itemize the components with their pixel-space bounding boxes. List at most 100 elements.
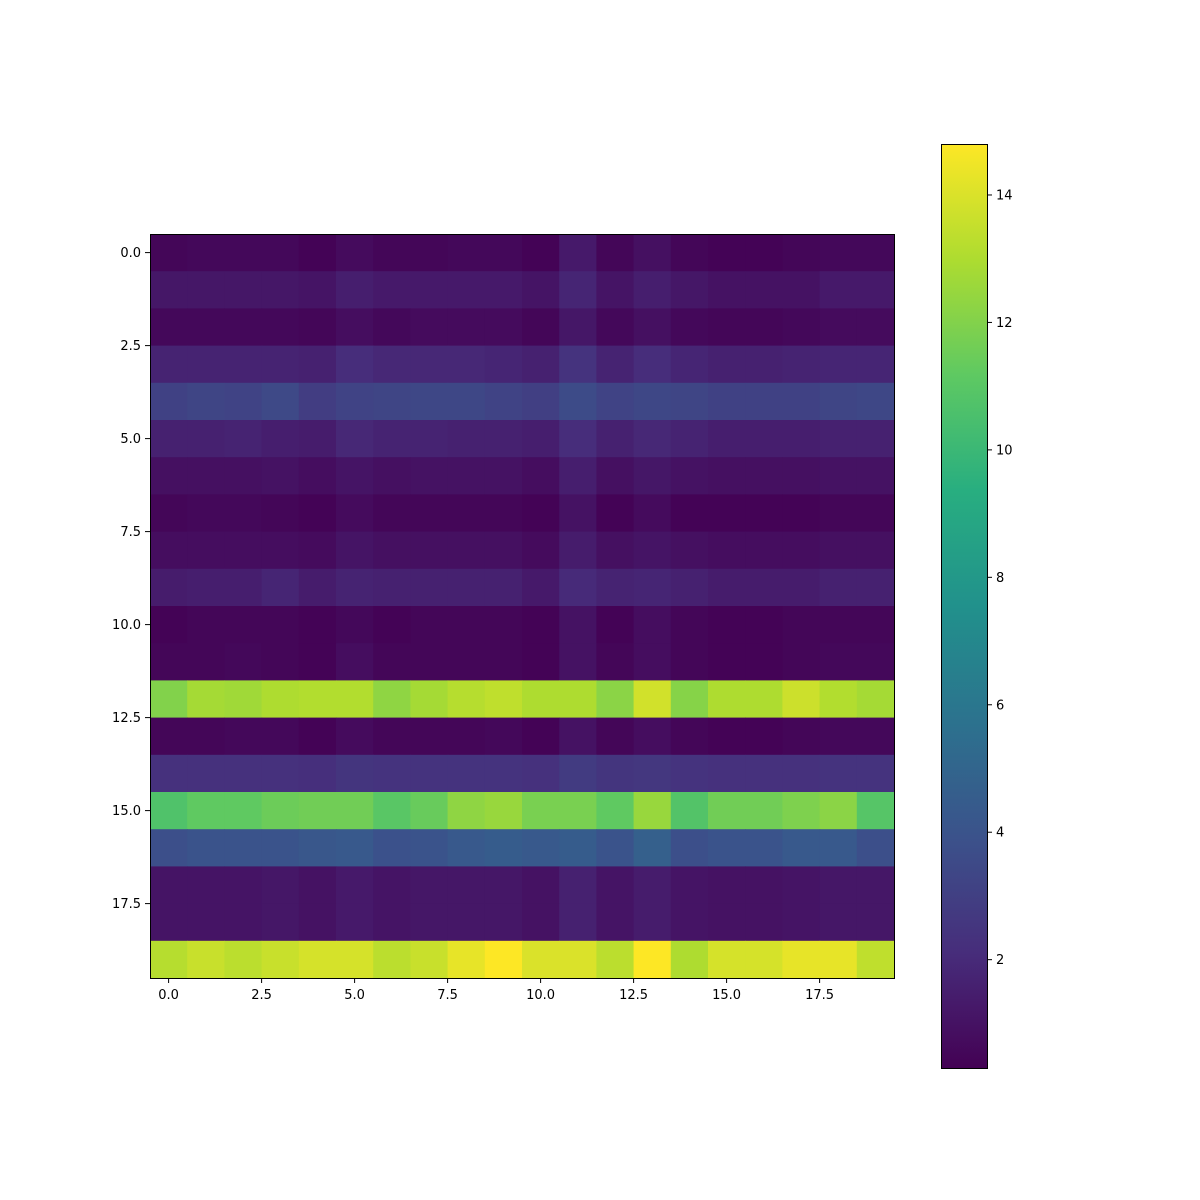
heatmap-cell bbox=[745, 345, 783, 384]
heatmap-cell bbox=[484, 531, 523, 570]
heatmap-cell bbox=[856, 680, 895, 719]
heatmap-cell bbox=[559, 754, 597, 793]
heatmap-cell bbox=[745, 234, 783, 272]
heatmap-cell bbox=[336, 643, 374, 681]
heatmap-cell bbox=[670, 940, 709, 979]
heatmap-cell bbox=[522, 754, 560, 793]
heatmap-cell bbox=[298, 643, 337, 681]
heatmap-cell bbox=[708, 866, 746, 905]
heatmap-cell bbox=[261, 606, 300, 644]
heatmap-cell bbox=[819, 457, 858, 495]
heatmap-cell bbox=[410, 866, 449, 905]
heatmap-cell bbox=[410, 457, 449, 495]
heatmap-cell bbox=[856, 345, 895, 384]
heatmap-cell bbox=[447, 866, 486, 905]
heatmap-cell bbox=[224, 606, 263, 644]
heatmap-cell bbox=[373, 420, 411, 458]
y-tick-label: 0.0 bbox=[120, 246, 141, 261]
heatmap-cell bbox=[559, 866, 597, 905]
heatmap-cells bbox=[150, 234, 895, 979]
heatmap-cell bbox=[745, 754, 783, 793]
heatmap-cell bbox=[298, 829, 337, 867]
heatmap-cell bbox=[187, 903, 225, 942]
heatmap-cell bbox=[150, 234, 188, 272]
heatmap-cell bbox=[745, 643, 783, 681]
heatmap-cell bbox=[522, 606, 560, 644]
heatmap-cell bbox=[373, 494, 411, 533]
heatmap-cell bbox=[224, 829, 263, 867]
heatmap-cell bbox=[745, 866, 783, 905]
heatmap-cell bbox=[224, 457, 263, 495]
heatmap-cell bbox=[670, 271, 709, 309]
heatmap-cell bbox=[373, 271, 411, 309]
heatmap-cell bbox=[410, 717, 449, 756]
colorbar-tick-label: 4 bbox=[996, 826, 1004, 841]
heatmap-cell bbox=[373, 606, 411, 644]
heatmap-cell bbox=[373, 940, 411, 979]
heatmap-cell bbox=[261, 903, 300, 942]
heatmap-cell bbox=[782, 457, 821, 495]
heatmap-cell bbox=[410, 308, 449, 347]
heatmap-cell bbox=[708, 606, 746, 644]
heatmap-cell bbox=[856, 829, 895, 867]
heatmap-cell bbox=[224, 568, 263, 607]
heatmap-cell bbox=[856, 457, 895, 495]
heatmap-cell bbox=[298, 345, 337, 384]
heatmap-cell bbox=[224, 234, 263, 272]
heatmap-cell bbox=[819, 866, 858, 905]
heatmap-cell bbox=[298, 606, 337, 644]
heatmap-cell bbox=[596, 606, 635, 644]
heatmap-cell bbox=[708, 792, 746, 830]
heatmap-cell bbox=[224, 792, 263, 830]
heatmap-cell bbox=[224, 866, 263, 905]
heatmap-cell bbox=[187, 643, 225, 681]
heatmap-cell bbox=[484, 903, 523, 942]
heatmap-cell bbox=[819, 680, 858, 719]
heatmap-cell bbox=[708, 234, 746, 272]
heatmap-cell bbox=[224, 420, 263, 458]
heatmap-cell bbox=[708, 754, 746, 793]
heatmap-cell bbox=[856, 643, 895, 681]
heatmap-cell bbox=[373, 345, 411, 384]
heatmap-cell bbox=[373, 792, 411, 830]
heatmap-cell bbox=[708, 382, 746, 421]
heatmap-cell bbox=[670, 531, 709, 570]
heatmap-cell bbox=[298, 531, 337, 570]
heatmap-cell bbox=[410, 903, 449, 942]
heatmap-cell bbox=[522, 792, 560, 830]
heatmap-cell bbox=[373, 568, 411, 607]
heatmap-cell bbox=[596, 420, 635, 458]
heatmap-cell bbox=[819, 754, 858, 793]
heatmap-cell bbox=[484, 271, 523, 309]
heatmap-cell bbox=[410, 643, 449, 681]
heatmap-cell bbox=[559, 940, 597, 979]
heatmap-cell bbox=[522, 382, 560, 421]
heatmap-cell bbox=[782, 382, 821, 421]
heatmap-cell bbox=[708, 643, 746, 681]
heatmap-cell bbox=[447, 531, 486, 570]
heatmap-cell bbox=[708, 903, 746, 942]
heatmap-cell bbox=[633, 643, 672, 681]
heatmap-cell bbox=[745, 568, 783, 607]
heatmap-cell bbox=[559, 643, 597, 681]
heatmap-cell bbox=[596, 531, 635, 570]
heatmap-cell bbox=[261, 457, 300, 495]
heatmap-cell bbox=[745, 606, 783, 644]
heatmap-cell bbox=[298, 568, 337, 607]
heatmap-cell bbox=[633, 494, 672, 533]
heatmap-cell bbox=[187, 457, 225, 495]
x-tick-label: 17.5 bbox=[805, 988, 834, 1003]
heatmap-cell bbox=[708, 829, 746, 867]
heatmap-cell bbox=[559, 606, 597, 644]
heatmap-cell bbox=[522, 234, 560, 272]
heatmap-cell bbox=[856, 606, 895, 644]
heatmap-cell bbox=[633, 680, 672, 719]
heatmap-cell bbox=[596, 680, 635, 719]
heatmap-cell bbox=[336, 420, 374, 458]
heatmap-cell bbox=[856, 308, 895, 347]
heatmap-cell bbox=[522, 940, 560, 979]
heatmap-cell bbox=[856, 382, 895, 421]
heatmap-cell bbox=[484, 829, 523, 867]
heatmap-cell bbox=[782, 271, 821, 309]
heatmap-cell bbox=[447, 494, 486, 533]
